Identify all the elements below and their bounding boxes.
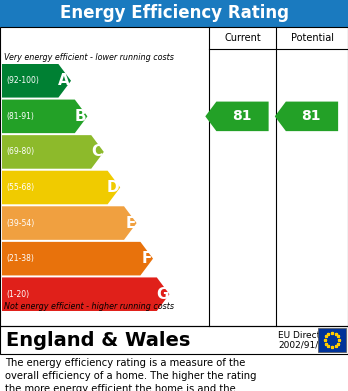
- Text: C: C: [92, 144, 103, 160]
- Text: 2002/91/EC: 2002/91/EC: [278, 341, 330, 350]
- Text: (55-68): (55-68): [6, 183, 34, 192]
- Text: Energy Efficiency Rating: Energy Efficiency Rating: [60, 5, 288, 23]
- Text: Not energy efficient - higher running costs: Not energy efficient - higher running co…: [4, 302, 174, 311]
- Text: (92-100): (92-100): [6, 76, 39, 85]
- Bar: [0, 27, 348, 326]
- Text: England & Wales: England & Wales: [6, 330, 190, 350]
- Text: B: B: [75, 109, 86, 124]
- Text: Potential: Potential: [291, 33, 333, 43]
- Text: The energy efficiency rating is a measure of the
overall efficiency of a home. T: The energy efficiency rating is a measur…: [5, 358, 256, 391]
- Bar: [0, 27, 348, 326]
- Bar: [0, 326, 348, 354]
- Text: (1-20): (1-20): [6, 290, 29, 299]
- Polygon shape: [2, 206, 137, 240]
- Text: F: F: [142, 251, 152, 266]
- Text: (81-91): (81-91): [6, 112, 34, 121]
- Polygon shape: [2, 64, 71, 98]
- Text: A: A: [58, 73, 70, 88]
- Text: Very energy efficient - lower running costs: Very energy efficient - lower running co…: [4, 53, 174, 62]
- Polygon shape: [2, 100, 87, 133]
- Text: D: D: [106, 180, 119, 195]
- Text: (69-80): (69-80): [6, 147, 34, 156]
- Polygon shape: [2, 242, 153, 275]
- Polygon shape: [2, 135, 104, 169]
- Text: (39-54): (39-54): [6, 219, 34, 228]
- Polygon shape: [205, 102, 269, 131]
- Bar: [0, 326, 348, 354]
- Text: 81: 81: [301, 109, 321, 123]
- Text: E: E: [125, 215, 136, 231]
- Text: (21-38): (21-38): [6, 254, 34, 263]
- Text: G: G: [156, 287, 168, 302]
- Polygon shape: [2, 171, 120, 204]
- Polygon shape: [2, 278, 169, 311]
- Polygon shape: [275, 102, 338, 131]
- Bar: [0, 0, 348, 27]
- Bar: [318, 328, 346, 352]
- Text: Current: Current: [224, 33, 261, 43]
- Text: 81: 81: [232, 109, 251, 123]
- Text: EU Directive: EU Directive: [278, 332, 334, 341]
